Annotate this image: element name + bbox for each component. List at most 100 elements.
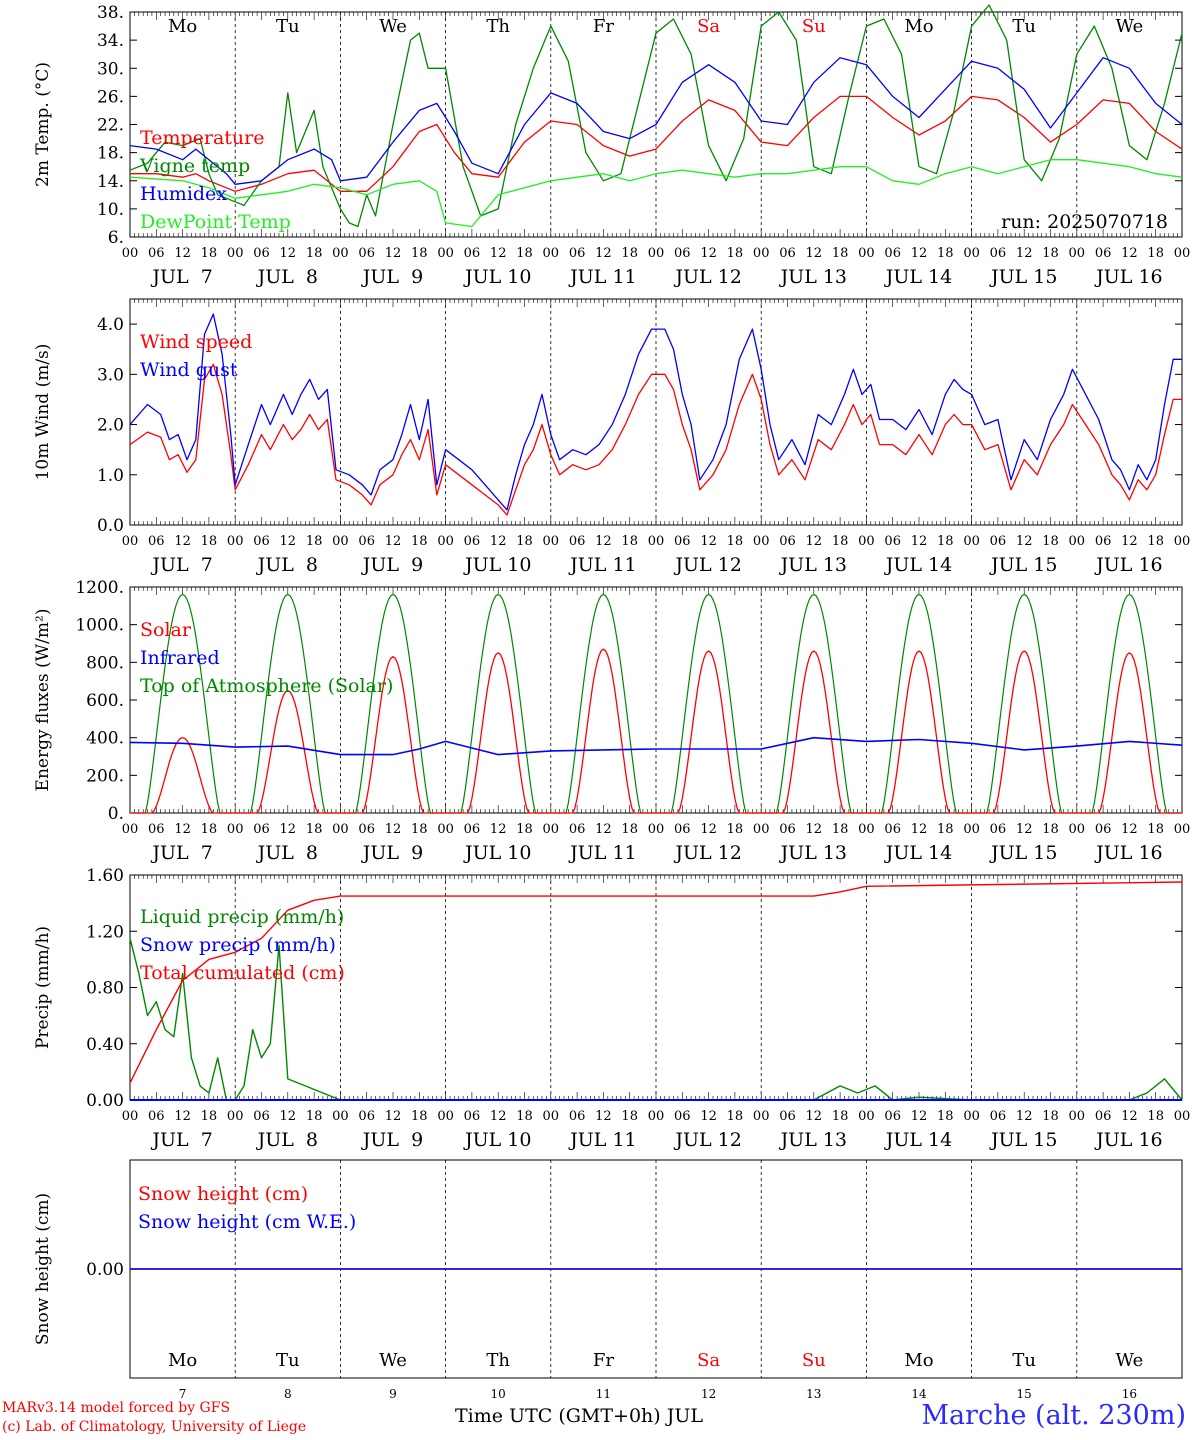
weekday-label: Mo: [904, 1350, 933, 1371]
x-hour-label: 12: [280, 1109, 297, 1124]
x-hour-label: 18: [832, 1109, 849, 1124]
run-label: run: 2025070718: [1001, 211, 1168, 233]
x-hour-label: 12: [1121, 534, 1138, 549]
x-hour-label: 12: [490, 1109, 507, 1124]
x-hour-label: 00: [437, 1109, 454, 1124]
weekday-label: Mo: [168, 1350, 197, 1371]
x-hour-label: 00: [963, 1109, 980, 1124]
x-hour-label: 00: [332, 822, 349, 837]
x-hour-label: 06: [779, 246, 796, 261]
x-hour-label: 18: [1147, 822, 1164, 837]
series-humidex: [129, 57, 1183, 185]
day-number-label: 13: [806, 1387, 821, 1401]
x-hour-label: 12: [911, 246, 928, 261]
weekday-label: Tu: [1012, 16, 1036, 37]
x-hour-label: 06: [1095, 246, 1112, 261]
x-hour-label: 12: [280, 534, 297, 549]
weekday-label: Su: [802, 16, 826, 37]
x-hour-label: 00: [122, 1109, 139, 1124]
legend-entry: Snow precip (mm/h): [140, 934, 336, 956]
x-hour-label: 18: [516, 246, 533, 261]
x-hour-label: 18: [937, 534, 954, 549]
x-hour-label: 06: [358, 246, 375, 261]
legend-entry: Solar: [140, 619, 192, 641]
x-hour-label: 00: [1174, 1109, 1191, 1124]
y-tick-label: 2.0: [97, 416, 124, 436]
x-hour-label: 18: [832, 534, 849, 549]
weekday-label: Tu: [276, 1350, 300, 1371]
x-hour-label: 06: [990, 246, 1007, 261]
day-number-label: 11: [596, 1387, 611, 1401]
x-hour-label: 00: [648, 822, 665, 837]
x-date-label: JUL 16: [1094, 1129, 1162, 1151]
y-tick-label: 0.80: [86, 979, 124, 999]
y-tick-label: 0.: [108, 804, 124, 824]
x-date-label: JUL 14: [884, 266, 952, 288]
weekday-label: We: [379, 16, 407, 37]
x-hour-label: 06: [779, 1109, 796, 1124]
series-dewpoint-temp: [129, 159, 1183, 228]
x-date-label: JUL 9: [361, 1129, 423, 1151]
x-hour-label: 12: [1016, 534, 1033, 549]
day-number-label: 7: [179, 1387, 187, 1401]
legend-entry: Top of Atmosphere (Solar): [140, 675, 393, 697]
x-hour-label: 00: [648, 534, 665, 549]
y-tick-label: 38.: [97, 3, 124, 23]
x-date-label: JUL 16: [1094, 842, 1162, 864]
weekday-label: Fr: [593, 1350, 614, 1371]
weekday-label: Th: [486, 1350, 510, 1371]
x-date-label: JUL 9: [361, 842, 423, 864]
series-vigne-temp: [129, 4, 1183, 228]
x-date-label: JUL 10: [463, 842, 531, 864]
day-number-label: 12: [701, 1387, 716, 1401]
x-hour-label: 00: [858, 246, 875, 261]
x-hour-label: 00: [543, 1109, 560, 1124]
x-hour-label: 00: [332, 1109, 349, 1124]
x-hour-label: 00: [858, 1109, 875, 1124]
x-date-label: JUL 12: [673, 554, 741, 576]
x-hour-label: 12: [1016, 1109, 1033, 1124]
hour-ticks: [129, 299, 1183, 525]
x-hour-label: 12: [806, 1109, 823, 1124]
x-hour-label: 00: [437, 246, 454, 261]
x-hour-label: 06: [148, 1109, 165, 1124]
x-date-label: JUL 12: [673, 842, 741, 864]
x-date-label: JUL 16: [1094, 554, 1162, 576]
x-hour-label: 06: [358, 1109, 375, 1124]
x-date-label: JUL 8: [256, 266, 318, 288]
x-hour-label: 00: [1069, 822, 1086, 837]
x-hour-label: 12: [280, 822, 297, 837]
x-hour-label: 00: [122, 534, 139, 549]
y-tick-label: 26.: [97, 87, 124, 107]
y-tick-label: 4.0: [97, 315, 124, 335]
x-hour-label: 18: [727, 822, 744, 837]
x-hour-label: 12: [174, 246, 191, 261]
x-hour-label: 12: [174, 534, 191, 549]
day-number-label: 8: [284, 1387, 292, 1401]
x-date-label: JUL 13: [779, 266, 847, 288]
x-hour-label: 06: [569, 822, 586, 837]
x-hour-label: 00: [1174, 246, 1191, 261]
x-hour-label: 06: [464, 246, 481, 261]
x-hour-label: 06: [148, 822, 165, 837]
station-label: Marche (alt. 230m): [921, 1400, 1186, 1431]
x-hour-label: 06: [569, 534, 586, 549]
y-tick-label: 0.00: [86, 1260, 124, 1280]
weekday-label: Mo: [168, 16, 197, 37]
y-tick-label: 800.: [86, 653, 124, 673]
x-date-label: JUL 7: [150, 1129, 212, 1151]
x-hour-label: 00: [227, 246, 244, 261]
y-axis-label: 10m Wind (m/s): [33, 344, 53, 481]
x-hour-label: 00: [543, 822, 560, 837]
x-hour-label: 12: [1016, 246, 1033, 261]
legend-entry: Vigne temp: [139, 155, 250, 177]
x-hour-label: 06: [253, 822, 270, 837]
x-hour-label: 00: [122, 822, 139, 837]
legend-entry: Liquid precip (mm/h): [140, 906, 344, 928]
x-hour-label: 00: [753, 246, 770, 261]
x-hour-label: 00: [858, 534, 875, 549]
y-tick-label: 1.60: [86, 866, 124, 886]
x-hour-label: 18: [201, 1109, 218, 1124]
x-hour-label: 12: [911, 534, 928, 549]
hour-ticks: [129, 12, 1183, 237]
